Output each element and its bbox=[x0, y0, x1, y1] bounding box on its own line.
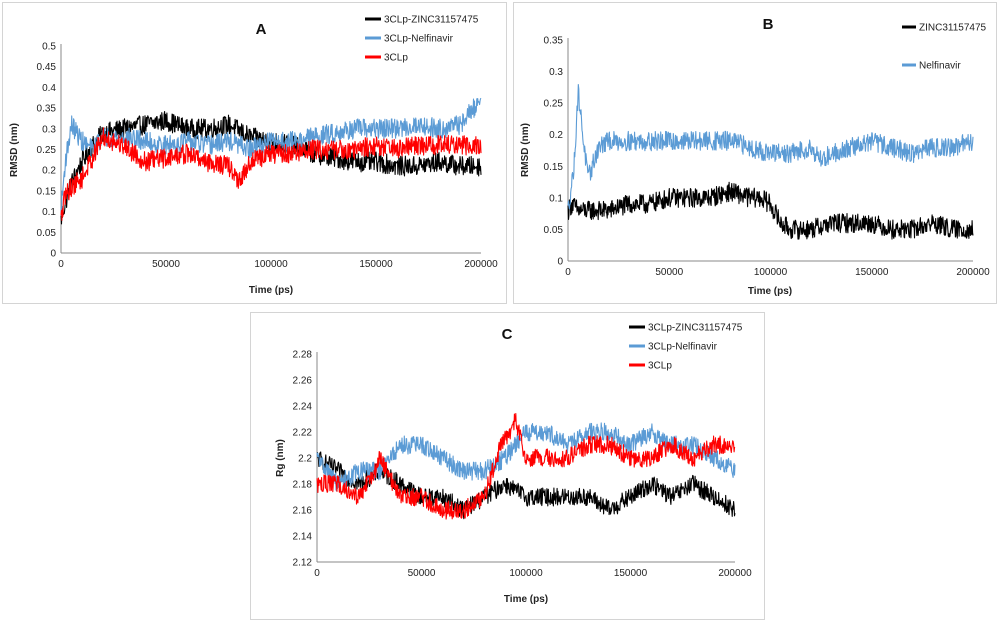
y-tick-label: 0.2 bbox=[549, 130, 563, 141]
y-tick-label: 2.26 bbox=[293, 376, 313, 387]
y-tick-label: 0.15 bbox=[544, 162, 564, 173]
legend-label: 3CLp bbox=[648, 361, 672, 372]
panel-title: C bbox=[502, 326, 513, 343]
y-tick-label: 2.28 bbox=[293, 350, 313, 361]
x-tick-label: 150000 bbox=[359, 259, 393, 270]
x-tick-label: 100000 bbox=[754, 267, 788, 278]
chart-panel-c: C 2.12 2.14 2.16 2.18 2.2 2.22 2.24 2.26 2.28 0 500… bbox=[250, 312, 765, 620]
y-tick-label: 2.12 bbox=[293, 558, 313, 569]
x-axis-label: Time (ps) bbox=[748, 286, 792, 297]
x-tick-label: 200000 bbox=[956, 267, 990, 278]
x-tick-label: 50000 bbox=[655, 267, 683, 278]
y-tick-label: 0.05 bbox=[544, 225, 564, 236]
y-tick-label: 0.3 bbox=[42, 124, 56, 135]
series-line-2 bbox=[316, 422, 736, 492]
x-tick-label: 200000 bbox=[718, 568, 752, 579]
y-tick-label: 2.14 bbox=[293, 532, 313, 543]
x-tick-label: 0 bbox=[314, 568, 320, 579]
legend-label: Nelfinavir bbox=[919, 61, 961, 72]
y-axis-label: RMSD (nm) bbox=[9, 123, 20, 177]
y-tick-label: 0.1 bbox=[549, 193, 563, 204]
legend-label: 3CLp-ZINC31157475 bbox=[648, 323, 743, 334]
series-line-1 bbox=[316, 451, 736, 520]
y-tick-label: 2.18 bbox=[293, 480, 313, 491]
y-tick-label: 0.15 bbox=[37, 186, 57, 197]
legend-label: 3CLp bbox=[384, 53, 408, 64]
y-tick-label: 0.2 bbox=[42, 166, 56, 177]
chart-c: C 2.12 2.14 2.16 2.18 2.2 2.22 2.24 2.26 2.28 0 500… bbox=[275, 323, 752, 606]
x-tick-label: 150000 bbox=[614, 568, 648, 579]
y-tick-label: 0.05 bbox=[37, 228, 57, 239]
y-tick-label: 0.25 bbox=[37, 145, 57, 156]
series-line-2 bbox=[60, 97, 482, 217]
y-tick-label: 2.22 bbox=[293, 428, 313, 439]
x-tick-label: 150000 bbox=[855, 267, 889, 278]
legend-label: 3CLp-Nelfinavir bbox=[648, 342, 718, 353]
y-tick-label: 0.3 bbox=[549, 67, 563, 78]
chart-panel-b: B 0 0.05 0.1 0.15 0.2 0.25 0.3 0.35 0 50000 100000 1… bbox=[513, 2, 997, 304]
x-axis-label: Time (ps) bbox=[249, 285, 293, 296]
panel-title: A bbox=[256, 21, 267, 38]
y-tick-label: 0.1 bbox=[42, 207, 56, 218]
x-tick-label: 0 bbox=[565, 267, 571, 278]
chart-a: A 0 0.05 0.1 0.15 0.2 0.25 0.3 0.35 0.4 0.45 0.5 0 50… bbox=[9, 15, 498, 297]
x-tick-label: 50000 bbox=[408, 568, 436, 579]
x-tick-label: 100000 bbox=[254, 259, 288, 270]
y-axis-label: RMSD (nm) bbox=[520, 123, 531, 177]
y-tick-label: 2.24 bbox=[293, 402, 313, 413]
series-line-2 bbox=[567, 83, 974, 210]
x-tick-label: 50000 bbox=[152, 259, 180, 270]
y-tick-label: 0.5 bbox=[42, 42, 56, 53]
y-tick-label: 0 bbox=[50, 249, 56, 260]
chart-b: B 0 0.05 0.1 0.15 0.2 0.25 0.3 0.35 0 50000 100000 1… bbox=[520, 16, 990, 297]
y-tick-label: 0.4 bbox=[42, 83, 56, 94]
y-tick-label: 0.35 bbox=[544, 36, 564, 47]
y-tick-label: 0.45 bbox=[37, 62, 57, 73]
y-tick-label: 2.2 bbox=[298, 454, 312, 465]
x-tick-label: 0 bbox=[58, 259, 64, 270]
y-tick-label: 0.35 bbox=[37, 104, 57, 115]
y-tick-label: 2.16 bbox=[293, 506, 313, 517]
legend-label: ZINC31157475 bbox=[919, 23, 987, 34]
y-tick-label: 0 bbox=[557, 257, 563, 268]
panel-title: B bbox=[763, 16, 774, 33]
series-line-3 bbox=[60, 127, 482, 221]
y-tick-label: 0.25 bbox=[544, 99, 564, 110]
series-line-1 bbox=[567, 181, 974, 240]
legend-label: 3CLp-Nelfinavir bbox=[384, 34, 454, 45]
y-axis-label: Rg (nm) bbox=[275, 439, 286, 477]
x-tick-label: 200000 bbox=[464, 259, 498, 270]
x-axis-label: Time (ps) bbox=[504, 594, 548, 605]
legend-label: 3CLp-ZINC31157475 bbox=[384, 15, 479, 26]
series-line-3 bbox=[316, 412, 736, 520]
chart-panel-a: A 0 0.05 0.1 0.15 0.2 0.25 0.3 0.35 0.4 0.45 0.5 0 50… bbox=[2, 2, 507, 304]
x-tick-label: 100000 bbox=[509, 568, 543, 579]
